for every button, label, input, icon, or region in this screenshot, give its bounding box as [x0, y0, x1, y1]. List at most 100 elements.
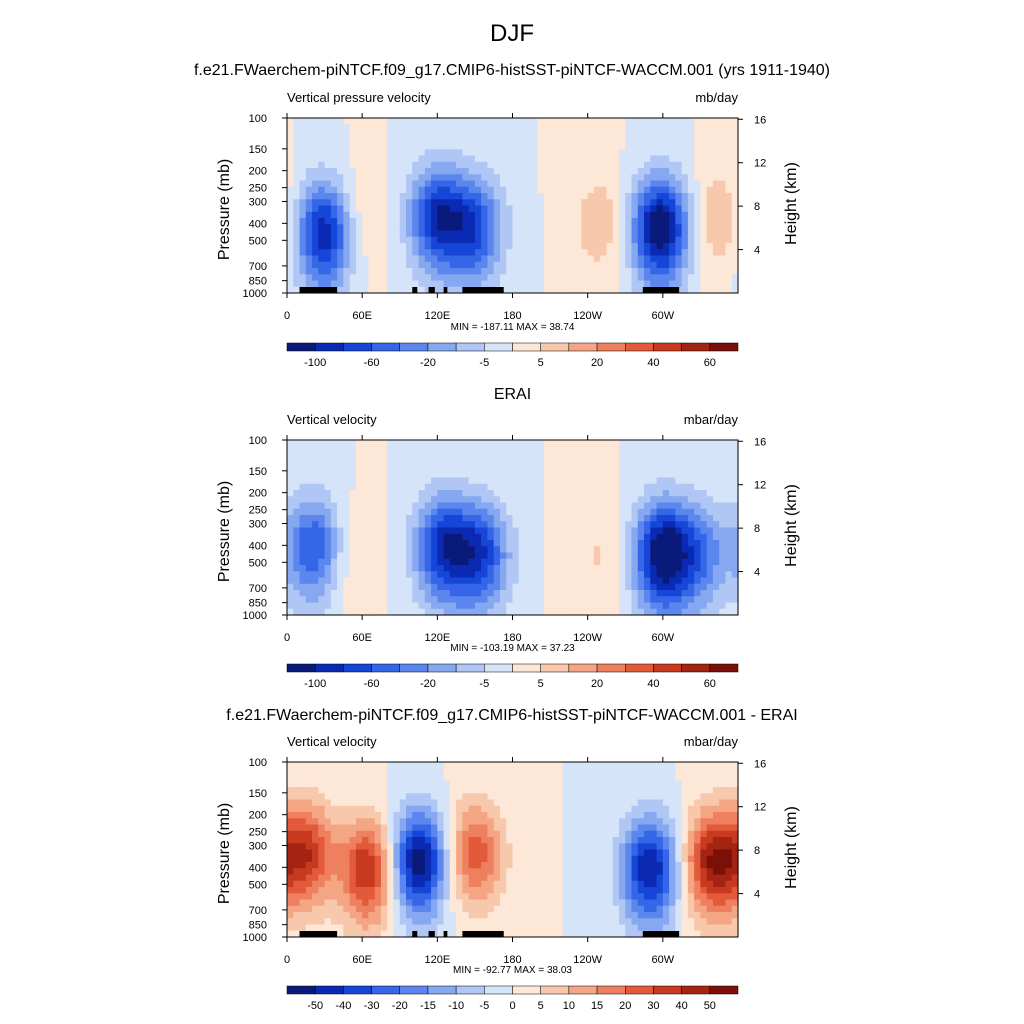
y-tick-label: 700	[249, 583, 267, 595]
colorbar-label: 20	[591, 678, 603, 690]
colorbar-label: -5	[479, 678, 489, 690]
x-tick-label: 120W	[573, 632, 602, 644]
colorbar-label: -20	[392, 1000, 408, 1012]
colorbar-box	[343, 342, 372, 352]
colorbar-label: -5	[479, 1000, 489, 1012]
colorbar-label: 50	[704, 1000, 716, 1012]
x-tick-label: 60W	[652, 632, 675, 644]
y-tick-label: 700	[249, 905, 267, 917]
x-tick-label: 120W	[573, 310, 602, 322]
panel-2-field	[287, 440, 739, 616]
colorbar-label: 60	[704, 678, 716, 690]
topography-mask	[412, 287, 418, 293]
topography-mask	[412, 931, 418, 937]
colorbar-box	[286, 342, 316, 352]
panel-3-field	[287, 762, 739, 938]
panel-1-min-max: MIN = -187.11 MAX = 38.74	[450, 322, 575, 333]
y-tick-label: 200	[249, 166, 267, 178]
colorbar-box	[371, 985, 400, 995]
colorbar-box	[625, 342, 654, 352]
topography-mask	[462, 287, 504, 293]
colorbar-box	[427, 985, 457, 995]
colorbar-label: -30	[364, 1000, 380, 1012]
y-right-tick-label: 12	[754, 158, 766, 170]
panel-1-right-string: mb/day	[695, 90, 738, 105]
colorbar-box	[568, 985, 598, 995]
colorbar-box	[596, 663, 626, 673]
colorbar-box	[568, 663, 598, 673]
colorbar-box	[399, 342, 429, 352]
y-right-tick-label: 12	[754, 480, 766, 492]
x-tick-label: 60E	[352, 632, 372, 644]
y-tick-label: 500	[249, 879, 267, 891]
y-axis-label: Pressure (mb)	[216, 481, 233, 582]
topography-mask	[462, 931, 504, 937]
colorbar-label: 60	[704, 357, 716, 369]
topography-mask	[428, 931, 435, 937]
y-right-tick-label: 4	[754, 245, 760, 257]
panel-3-left-string: Vertical velocity	[287, 734, 377, 749]
x-tick-label: 60E	[352, 954, 372, 966]
colorbar-label: 10	[563, 1000, 575, 1012]
y-tick-label: 250	[249, 505, 267, 517]
colorbar-box	[596, 985, 626, 995]
y-right-tick-label: 8	[754, 201, 760, 213]
y-tick-label: 100	[249, 757, 267, 769]
y-right-axis-label: Height (km)	[783, 162, 800, 245]
y-tick-label: 100	[249, 113, 267, 125]
y-tick-label: 500	[249, 235, 267, 247]
colorbar-label: 20	[591, 357, 603, 369]
colorbar-label: -20	[420, 357, 436, 369]
y-tick-label: 150	[249, 466, 267, 478]
y-tick-label: 250	[249, 827, 267, 839]
y-tick-label: 1000	[243, 932, 267, 944]
y-tick-label: 400	[249, 218, 267, 230]
panel-3-min-max: MIN = -92.77 MAX = 38.03	[453, 965, 572, 976]
x-tick-label: 60W	[652, 954, 675, 966]
x-tick-label: 0	[284, 954, 290, 966]
y-tick-label: 850	[249, 276, 267, 288]
y-tick-label: 100	[249, 435, 267, 447]
colorbar-box	[709, 342, 739, 352]
x-tick-label: 0	[284, 632, 290, 644]
y-right-tick-label: 4	[754, 567, 760, 579]
x-tick-label: 180	[503, 954, 521, 966]
colorbar-box	[596, 342, 626, 352]
colorbar-box	[484, 342, 513, 352]
y-right-axis-label: Height (km)	[783, 484, 800, 567]
colorbar-box	[540, 342, 570, 352]
x-tick-label: 180	[503, 632, 521, 644]
y-right-tick-label: 12	[754, 802, 766, 814]
y-tick-label: 300	[249, 518, 267, 530]
colorbar-box	[625, 663, 654, 673]
colorbar-box	[286, 985, 316, 995]
colorbar-label: 0	[509, 1000, 515, 1012]
y-tick-label: 700	[249, 261, 267, 273]
colorbar-label: -100	[304, 357, 326, 369]
colorbar-box	[455, 663, 485, 673]
topography-mask	[642, 287, 680, 293]
x-tick-label: 60E	[352, 310, 372, 322]
topography-mask	[428, 287, 435, 293]
topography-mask	[642, 931, 680, 937]
colorbar-box	[427, 342, 457, 352]
panel-3-right-string: mbar/day	[683, 734, 738, 749]
colorbar-box	[681, 663, 711, 673]
y-tick-label: 300	[249, 196, 267, 208]
colorbar-box	[568, 342, 598, 352]
colorbar-label: -5	[479, 357, 489, 369]
y-tick-label: 150	[249, 144, 267, 156]
y-tick-label: 250	[249, 183, 267, 195]
x-tick-label: 120E	[424, 954, 450, 966]
colorbar-box	[681, 985, 711, 995]
colorbar-box	[399, 985, 429, 995]
y-right-tick-label: 16	[754, 436, 766, 448]
panel-1-field	[287, 118, 739, 294]
y-axis-label: Pressure (mb)	[216, 803, 233, 904]
colorbar-label: 40	[647, 357, 659, 369]
figure-title: DJF	[490, 20, 534, 47]
colorbar-label: -15	[420, 1000, 436, 1012]
colorbar-label: -60	[364, 357, 380, 369]
colorbar-box	[625, 985, 654, 995]
